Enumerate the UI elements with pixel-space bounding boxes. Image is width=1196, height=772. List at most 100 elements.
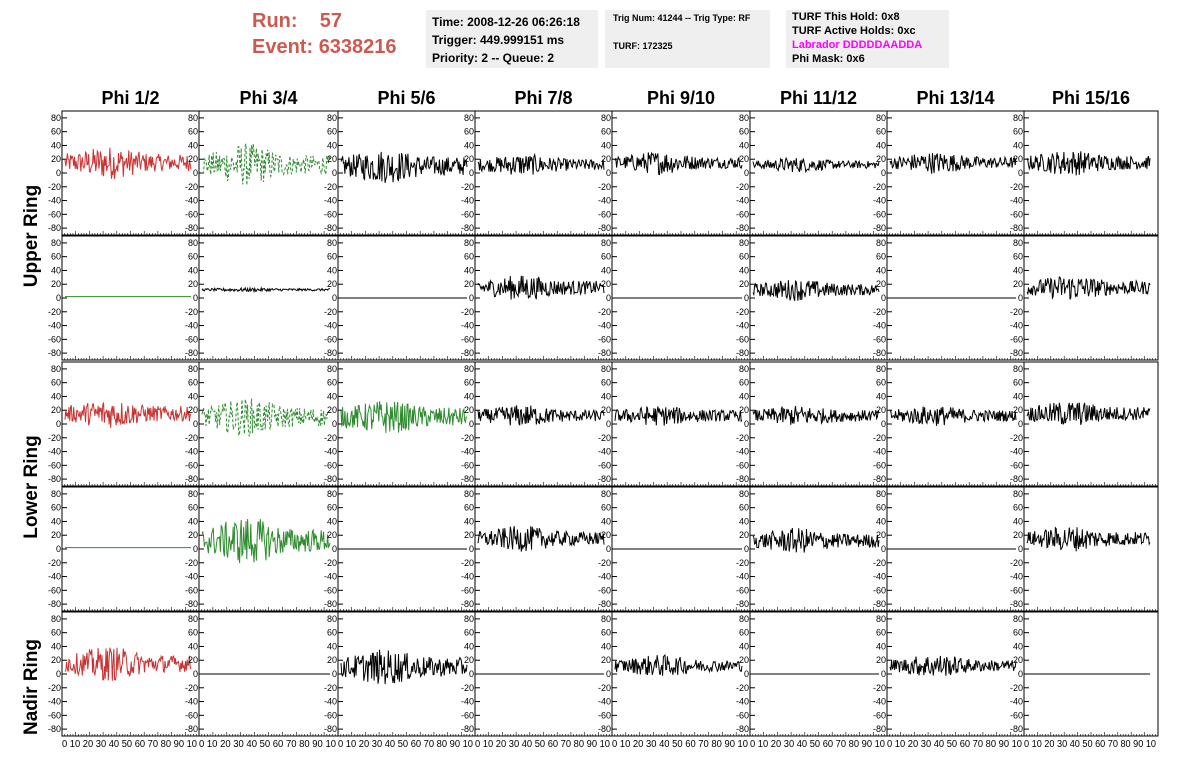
y-tick-label: 60 [51, 378, 61, 388]
event-value: 6338216 [318, 36, 397, 58]
waveform-trace [1026, 526, 1151, 552]
y-tick-label: 0 [606, 544, 611, 554]
y-tick-label: 40 [188, 265, 198, 275]
y-tick-label: 20 [739, 655, 749, 665]
y-tick-label: 60 [464, 628, 474, 638]
y-tick-label: 40 [601, 391, 611, 401]
column-title: Phi 7/8 [514, 88, 572, 108]
y-tick-label: 60 [739, 378, 749, 388]
y-tick-label: -40 [736, 321, 749, 331]
y-tick-label: -20 [185, 182, 198, 192]
y-tick-label: -60 [736, 334, 749, 344]
y-tick-label: 0 [56, 168, 61, 178]
trig-num-line: Trig Num: 41244 -- Trig Type: RF [613, 13, 751, 23]
y-tick-label: 40 [188, 641, 198, 651]
y-tick-label: 60 [51, 127, 61, 137]
y-tick-label: 0 [193, 669, 198, 679]
y-tick-label: -20 [736, 558, 749, 568]
turf-line: TURF: 172325 [613, 41, 673, 51]
y-tick-label: 80 [464, 238, 474, 248]
y-tick-label: -60 [48, 209, 61, 219]
y-tick-label: 20 [188, 154, 198, 164]
y-tick-label: -60 [1010, 710, 1023, 720]
y-tick-label: 80 [876, 364, 886, 374]
waveform-trace [64, 647, 192, 681]
panel-frame [337, 611, 476, 737]
y-tick-label: 20 [876, 154, 886, 164]
y-tick-label: 40 [601, 140, 611, 150]
y-tick-label: 0 [606, 419, 611, 429]
y-tick-label: 20 [327, 405, 337, 415]
y-tick-label: -20 [185, 433, 198, 443]
y-tick-label: -60 [48, 585, 61, 595]
waveform-trace [477, 526, 605, 552]
waveform-trace [614, 151, 743, 176]
y-tick-label: -20 [736, 683, 749, 693]
waveform-trace [64, 147, 192, 180]
y-tick-label: 40 [51, 516, 61, 526]
waveform-trace [614, 405, 743, 426]
panel-frame [474, 361, 613, 487]
y-tick-label: -40 [185, 196, 198, 206]
panel-frame [61, 361, 200, 487]
y-tick-label: 60 [188, 378, 198, 388]
y-tick-label: 60 [188, 628, 198, 638]
y-tick-label: -80 [461, 599, 474, 609]
y-tick-label: -60 [324, 710, 337, 720]
y-tick-label: -20 [873, 433, 886, 443]
y-tick-label: -80 [324, 724, 337, 734]
run-line: Run: 57 [252, 8, 422, 34]
column-title: Phi 1/2 [101, 88, 159, 108]
y-tick-label: -80 [461, 348, 474, 358]
y-tick-label: 40 [601, 641, 611, 651]
y-tick-label: 20 [188, 655, 198, 665]
y-tick-label: 40 [51, 641, 61, 651]
y-tick-label: -80 [461, 223, 474, 233]
y-tick-label: 20 [876, 279, 886, 289]
y-tick-label: 80 [1013, 489, 1023, 499]
y-tick-label: -20 [736, 182, 749, 192]
waveform-panel: -80 -60 -40 -20 0 20 40 60 80 [1010, 486, 1159, 612]
y-tick-label: 80 [188, 113, 198, 123]
panel-frame [61, 486, 200, 612]
waveform-trace [889, 153, 1017, 174]
y-tick-label: 40 [51, 265, 61, 275]
panel-frame [198, 110, 339, 236]
y-tick-label: 40 [601, 265, 611, 275]
y-tick-label: -20 [1010, 558, 1023, 568]
y-tick-label: 20 [876, 530, 886, 540]
y-tick-label: -20 [598, 558, 611, 568]
panel-frame [61, 110, 200, 236]
y-tick-label: -40 [598, 447, 611, 457]
y-tick-label: -60 [461, 460, 474, 470]
y-tick-label: -40 [48, 697, 61, 707]
y-tick-label: 20 [1013, 530, 1023, 540]
y-tick-label: -80 [1010, 348, 1023, 358]
y-tick-label: 20 [1013, 655, 1023, 665]
y-tick-label: -80 [598, 223, 611, 233]
y-tick-label: -20 [324, 683, 337, 693]
y-tick-label: -40 [185, 447, 198, 457]
y-tick-label: 0 [469, 168, 474, 178]
event-line: Event: 6338216 [252, 34, 422, 60]
y-tick-label: 80 [1013, 614, 1023, 624]
y-tick-label: -80 [598, 474, 611, 484]
y-tick-label: 80 [601, 364, 611, 374]
y-tick-label: -80 [48, 348, 61, 358]
panel-frame [474, 110, 613, 236]
y-tick-label: -80 [48, 724, 61, 734]
y-tick-label: -20 [185, 307, 198, 317]
y-tick-label: -80 [324, 223, 337, 233]
y-tick-label: 0 [332, 293, 337, 303]
y-tick-label: 20 [739, 530, 749, 540]
y-tick-label: 40 [1013, 641, 1023, 651]
y-tick-label: -40 [873, 697, 886, 707]
labrador-line: Labrador DDDDDAADDA [792, 39, 923, 51]
y-tick-label: -40 [324, 321, 337, 331]
y-tick-label: 40 [876, 265, 886, 275]
y-tick-label: 0 [1018, 544, 1023, 554]
y-tick-label: -20 [736, 433, 749, 443]
y-tick-label: 0 [332, 669, 337, 679]
y-tick-label: -80 [185, 474, 198, 484]
turf-active-line: TURF Active Holds: 0xc [792, 25, 916, 37]
